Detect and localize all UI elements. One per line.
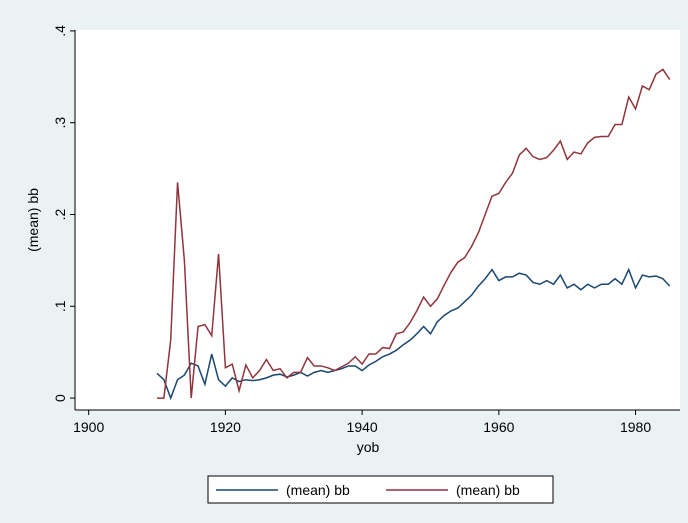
x-tick-label: 1940: [347, 419, 378, 435]
y-tick-label: .3: [52, 117, 68, 129]
x-tick-label: 1960: [483, 419, 514, 435]
x-axis-title: yob: [357, 439, 380, 455]
legend-label: (mean) bb: [286, 482, 350, 498]
series-line: [157, 68, 671, 399]
x-tick-label: 1980: [620, 419, 651, 435]
y-axis-title: (mean) bb: [25, 188, 41, 252]
y-tick-label: .2: [52, 208, 68, 220]
y-tick-label: .1: [52, 300, 68, 312]
y-tick-label: .4: [52, 25, 68, 37]
legend-label: (mean) bb: [456, 482, 520, 498]
y-tick-label: 0: [52, 394, 68, 402]
x-tick-label: 1920: [210, 419, 241, 435]
x-tick-label: 1900: [73, 419, 104, 435]
